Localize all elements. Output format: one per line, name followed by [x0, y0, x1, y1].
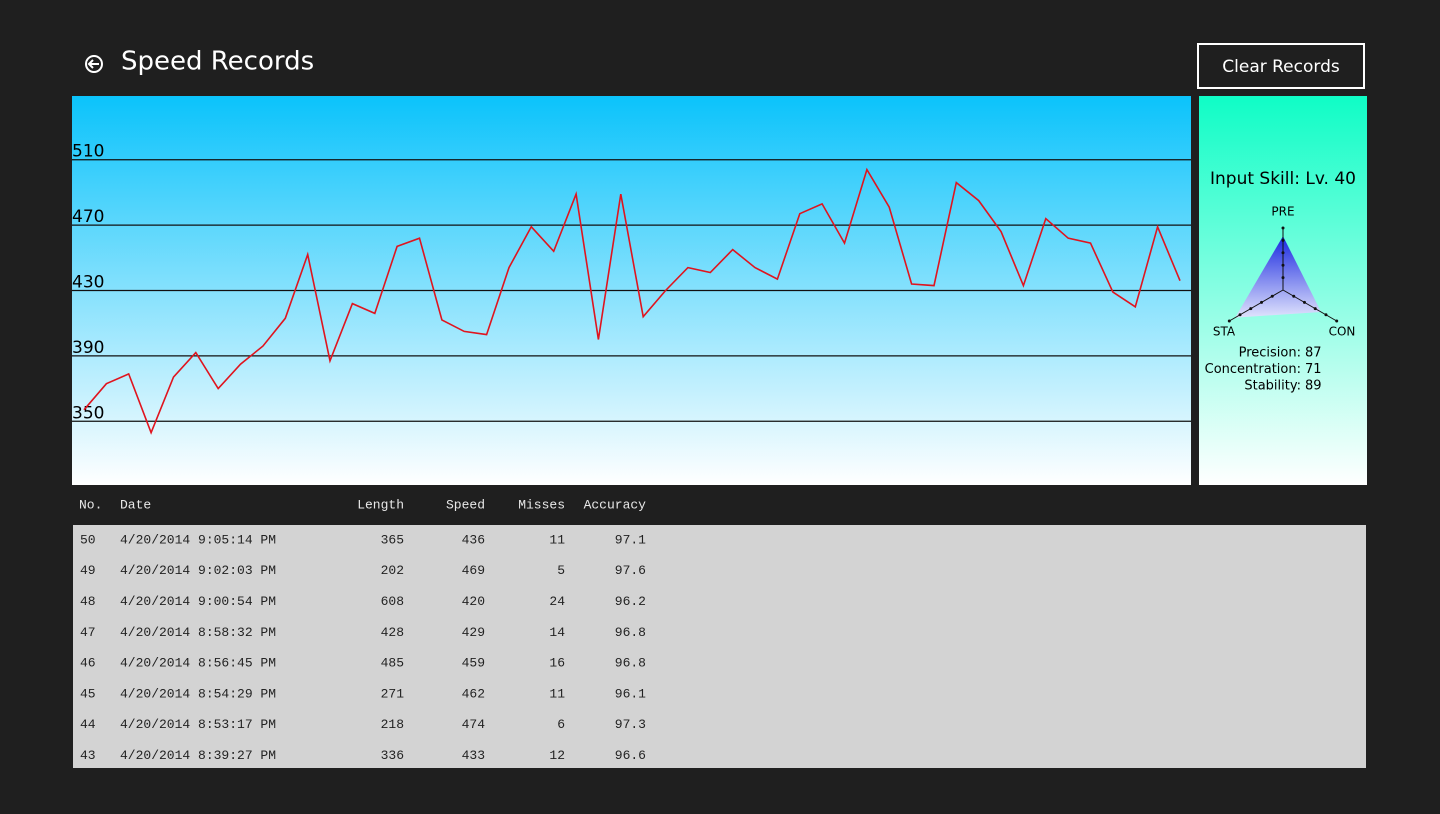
table-cell: 46: [80, 656, 96, 671]
table-cell: 4/20/2014 9:02:03 PM: [120, 563, 276, 578]
clear-button-label[interactable]: Clear Records: [1222, 57, 1340, 77]
radar-tick: [1249, 307, 1253, 311]
table-cell: 433: [462, 748, 485, 763]
table-cell: 50: [80, 532, 96, 547]
table-cell: 4/20/2014 8:54:29 PM: [120, 686, 276, 701]
column-header: Speed: [446, 497, 485, 512]
radar-tick: [1270, 294, 1274, 298]
stat-value: 87: [1305, 346, 1322, 361]
table-cell: 45: [80, 686, 96, 701]
radar-tick: [1302, 300, 1306, 304]
stat-value: 71: [1305, 362, 1322, 377]
table-cell: 97.3: [615, 717, 646, 732]
radar-axis: [1229, 289, 1284, 322]
page-title: Speed Records: [121, 47, 314, 77]
table-cell: 4/20/2014 8:56:45 PM: [120, 656, 276, 671]
table-cell: 469: [462, 563, 485, 578]
table-cell: 4/20/2014 9:00:54 PM: [120, 594, 276, 609]
y-tick-label: 470: [72, 207, 104, 227]
table-cell: 4/20/2014 9:05:14 PM: [120, 532, 276, 547]
table-cell: 218: [381, 717, 404, 732]
table-cell: 43: [80, 748, 96, 763]
table-cell: 202: [381, 563, 404, 578]
table-cell: 4/20/2014 8:53:17 PM: [120, 717, 276, 732]
table-cell: 4/20/2014 8:39:27 PM: [120, 748, 276, 763]
table-cell: 5: [557, 563, 565, 578]
radar-shape: [1235, 236, 1322, 318]
clear-button[interactable]: [1197, 43, 1365, 89]
table-cell: 271: [381, 686, 405, 701]
radar-axis: [1282, 289, 1337, 322]
y-tick-label: 350: [72, 403, 104, 423]
speed-line: [83, 167, 1181, 435]
stat-label: Precision:: [1239, 346, 1301, 361]
table-cell: 11: [549, 532, 565, 547]
axis-label: CON: [1329, 325, 1356, 339]
table-cell: 429: [462, 625, 485, 640]
table-cell: 47: [80, 625, 96, 640]
stat-label: Concentration:: [1205, 362, 1301, 377]
column-header: No.: [79, 497, 102, 512]
table-cell: 6: [557, 717, 565, 732]
column-header: Misses: [518, 497, 565, 512]
table-cell: 11: [549, 686, 565, 701]
table-cell: 4/20/2014 8:58:32 PM: [120, 625, 276, 640]
radar-tick: [1281, 251, 1285, 255]
table-cell: 96.1: [615, 686, 646, 701]
table-cell: 14: [549, 625, 565, 640]
radar-tick: [1324, 313, 1328, 317]
axis-label: STA: [1213, 325, 1236, 339]
radar-tick: [1238, 313, 1242, 317]
table-cell: 608: [381, 594, 404, 609]
back-arrow[interactable]: [87, 59, 99, 69]
skill-title: Input Skill: Lv. 40: [1210, 169, 1356, 189]
table-cell: 44: [80, 717, 96, 732]
table-cell: 428: [381, 625, 404, 640]
table-cell: 365: [381, 532, 404, 547]
table-cell: 420: [462, 594, 485, 609]
radar-tick: [1227, 319, 1231, 323]
table-cell: 24: [549, 594, 565, 609]
y-tick-label: 430: [72, 273, 104, 293]
back-button[interactable]: [85, 55, 103, 73]
table-cell: 48: [80, 594, 96, 609]
radar-tick: [1281, 263, 1285, 267]
radar-tick: [1313, 307, 1317, 311]
table-cell: 96.6: [615, 748, 646, 763]
column-header: Accuracy: [584, 497, 647, 512]
table-cell: 462: [462, 686, 485, 701]
radar-tick: [1260, 300, 1264, 304]
table-cell: 97.1: [615, 532, 646, 547]
table-cell: 96.8: [615, 625, 646, 640]
stat-label: Stability:: [1244, 379, 1301, 394]
table-cell: 96.2: [615, 594, 646, 609]
stat-value: 89: [1305, 379, 1322, 394]
axis-label: PRE: [1271, 205, 1294, 219]
table-cell: 96.8: [615, 656, 646, 671]
table-cell: 12: [549, 748, 565, 763]
radar-tick: [1281, 226, 1285, 230]
column-header: Length: [357, 497, 404, 512]
table-cell: 97.6: [615, 563, 646, 578]
table-cell: 49: [80, 563, 96, 578]
table-cell: 436: [462, 532, 485, 547]
y-tick-label: 390: [72, 338, 104, 358]
radar-tick: [1335, 319, 1339, 323]
radar-tick: [1281, 238, 1285, 242]
table-cell: 16: [549, 656, 565, 671]
table-cell: 336: [381, 748, 404, 763]
table-cell: 459: [462, 656, 485, 671]
table-cell: 474: [462, 717, 486, 732]
back-icon[interactable]: [85, 55, 103, 73]
y-tick-label: 510: [72, 142, 104, 162]
radar-tick: [1292, 294, 1296, 298]
table-cell: 485: [381, 656, 404, 671]
table-body: [73, 525, 1366, 768]
radar-tick: [1281, 276, 1285, 280]
column-header: Date: [120, 497, 151, 512]
